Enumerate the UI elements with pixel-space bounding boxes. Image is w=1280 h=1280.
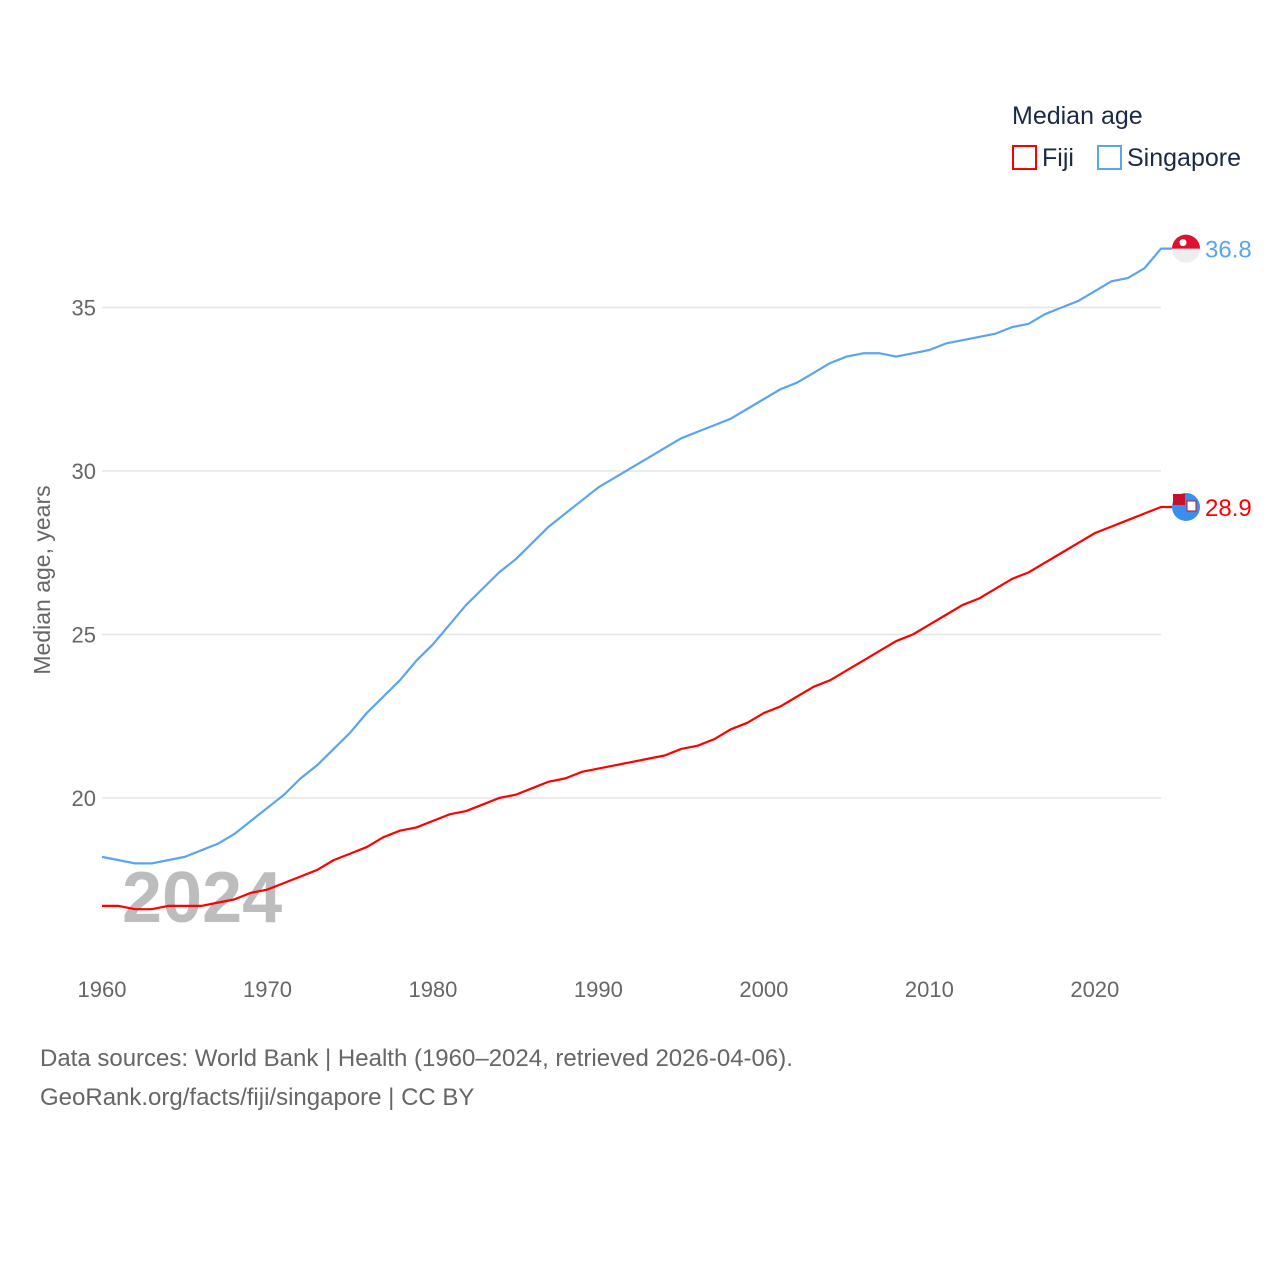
legend-label-fiji: Fiji bbox=[1042, 144, 1074, 172]
series-line-fiji bbox=[102, 505, 1172, 911]
end-value-fiji: 28.9 bbox=[1205, 495, 1252, 522]
series-line-singapore bbox=[101, 247, 1172, 865]
x-tick-label: 1980 bbox=[408, 977, 457, 1002]
legend-swatch-singapore bbox=[1097, 145, 1122, 170]
footer-attribution: GeoRank.org/facts/fiji/singapore | CC BY bbox=[40, 1084, 475, 1111]
y-tick-label: 20 bbox=[72, 786, 96, 811]
x-tick-label: 2020 bbox=[1070, 977, 1119, 1002]
x-tick-label: 2000 bbox=[739, 977, 788, 1002]
legend-swatch-fiji bbox=[1012, 145, 1037, 170]
legend-title: Median age bbox=[1012, 102, 1143, 130]
legend-item-fiji[interactable]: Fiji bbox=[1012, 144, 1074, 172]
flag-singapore-icon bbox=[1172, 234, 1200, 263]
x-tick-label: 2010 bbox=[905, 977, 954, 1002]
footer-sources: Data sources: World Bank | Health (1960–… bbox=[40, 1045, 793, 1072]
x-tick-label: 1990 bbox=[574, 977, 623, 1002]
year-watermark: 2024 bbox=[122, 858, 282, 938]
y-tick-label: 35 bbox=[72, 296, 96, 321]
y-tick-label: 25 bbox=[72, 623, 96, 648]
legend-item-singapore[interactable]: Singapore bbox=[1097, 144, 1241, 172]
flag-fiji-icon bbox=[1172, 492, 1200, 521]
x-tick-label: 1970 bbox=[243, 977, 292, 1002]
legend-label-singapore: Singapore bbox=[1127, 144, 1241, 172]
end-value-singapore: 36.8 bbox=[1205, 237, 1252, 264]
x-tick-label: 1960 bbox=[78, 977, 127, 1002]
y-tick-label: 30 bbox=[72, 459, 96, 484]
y-axis-label: Median age, years bbox=[29, 485, 55, 674]
